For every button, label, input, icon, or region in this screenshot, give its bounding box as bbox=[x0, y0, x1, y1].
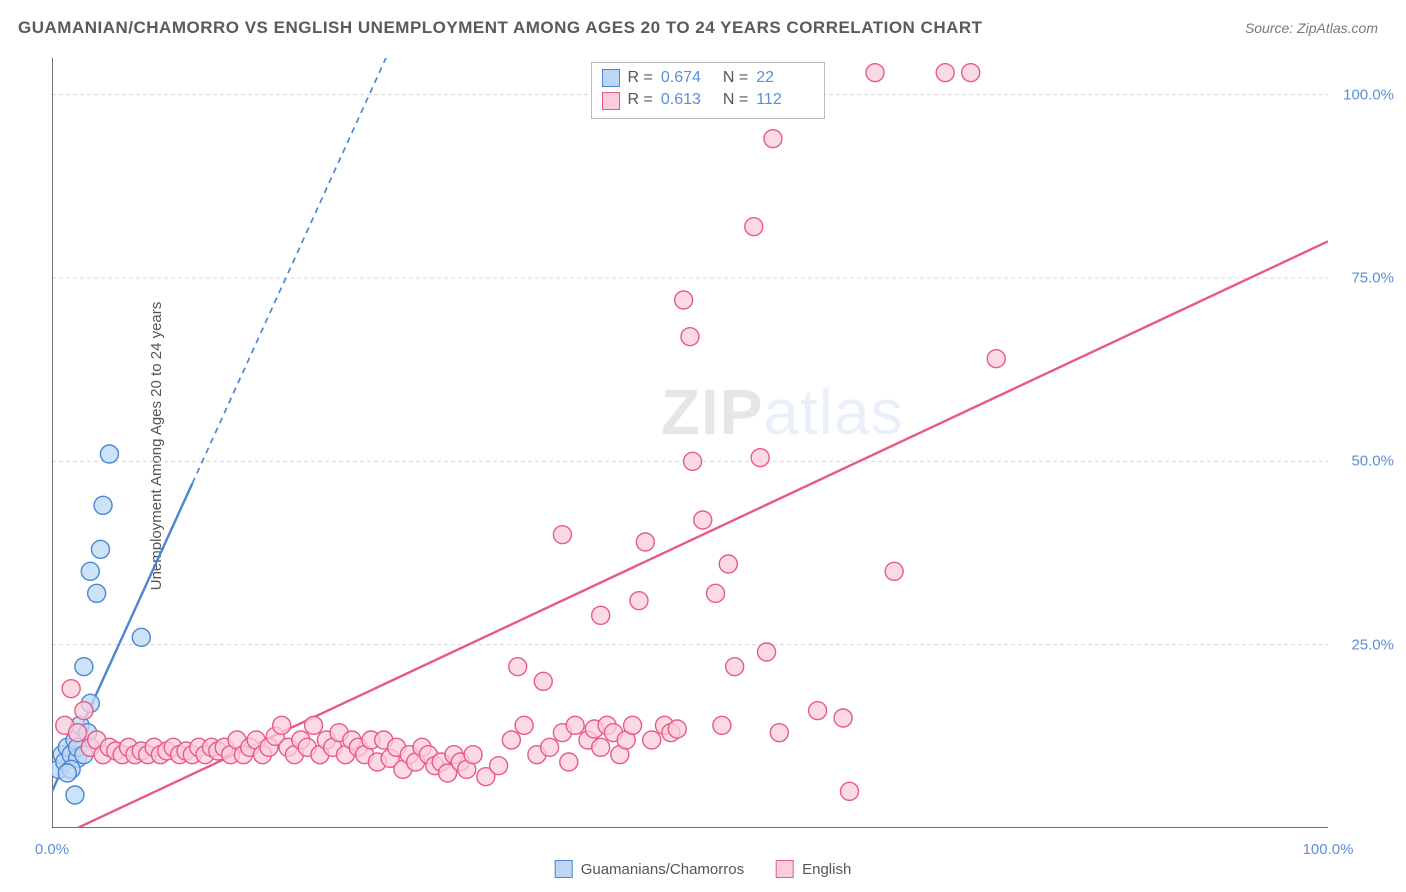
swatch-series-1 bbox=[602, 69, 620, 87]
correlation-row-2: R = 0.613 N = 112 bbox=[602, 89, 811, 111]
legend: Guamanians/Chamorros English bbox=[555, 860, 852, 878]
legend-item-0: Guamanians/Chamorros bbox=[555, 860, 744, 878]
ytick-label: 50.0% bbox=[1351, 453, 1394, 470]
legend-label: Guamanians/Chamorros bbox=[581, 861, 744, 878]
correlation-row-1: R = 0.674 N = 22 bbox=[602, 67, 811, 89]
xtick-label: 100.0% bbox=[1303, 841, 1354, 858]
ytick-label: 75.0% bbox=[1351, 270, 1394, 287]
xtick-label: 0.0% bbox=[35, 841, 69, 858]
source-attribution: Source: ZipAtlas.com bbox=[1245, 20, 1378, 36]
chart-container: GUAMANIAN/CHAMORRO VS ENGLISH UNEMPLOYME… bbox=[0, 0, 1406, 892]
legend-item-1: English bbox=[776, 860, 851, 878]
correlation-legend: R = 0.674 N = 22 R = 0.613 N = 112 bbox=[591, 62, 826, 119]
ytick-label: 100.0% bbox=[1343, 86, 1394, 103]
chart-title: GUAMANIAN/CHAMORRO VS ENGLISH UNEMPLOYME… bbox=[18, 18, 983, 38]
plot-area bbox=[52, 58, 1328, 828]
scatter-plot-svg bbox=[52, 58, 1328, 828]
ytick-label: 25.0% bbox=[1351, 636, 1394, 653]
legend-label: English bbox=[802, 861, 851, 878]
swatch-series-2 bbox=[602, 92, 620, 110]
legend-swatch bbox=[776, 860, 794, 878]
legend-swatch bbox=[555, 860, 573, 878]
